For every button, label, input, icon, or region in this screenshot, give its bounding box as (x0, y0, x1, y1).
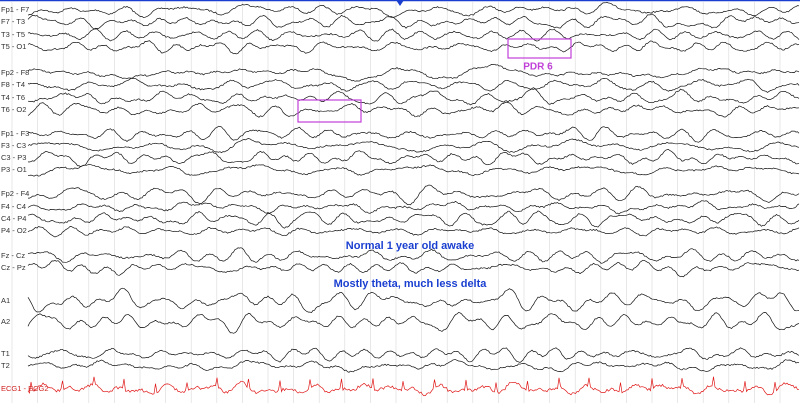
trace (27, 226, 800, 238)
time-grid (11, 2, 781, 403)
channel-label: Fp2 - F4 (1, 189, 29, 198)
trace (27, 63, 800, 82)
trace (27, 125, 800, 143)
pdr-box (297, 99, 362, 123)
trace (27, 200, 800, 215)
channel-label: A2 (1, 317, 10, 326)
trace (27, 247, 800, 264)
channel-label: F4 - C4 (1, 202, 26, 211)
annotation: Normal 1 year old awake (346, 240, 474, 252)
trace (27, 359, 800, 373)
channel-label: T2 (1, 361, 10, 370)
trace (27, 87, 800, 106)
channel-label: Fz - Cz (1, 251, 25, 260)
annotation: Mostly theta, much less delta (334, 278, 488, 290)
trace (27, 149, 800, 168)
channel-label: T5 - O1 (1, 42, 26, 51)
trace (27, 138, 800, 154)
channel-label: P3 - O1 (1, 165, 27, 174)
channel-label: Fp2 - F8 (1, 68, 29, 77)
trace (28, 184, 800, 206)
channel-label: A1 (1, 296, 10, 305)
trace (27, 164, 800, 177)
trace (27, 28, 800, 42)
channel-label: T6 - O2 (1, 105, 26, 114)
channel-label: F7 - T3 (1, 17, 25, 26)
channel-label: T3 - T5 (1, 30, 25, 39)
channel-label: Fp1 - F3 (1, 129, 29, 138)
channel-label: C4 - P4 (1, 214, 26, 223)
trace (27, 259, 800, 278)
channel-label: ECG1 - ECG2 (1, 384, 49, 393)
channel-label: Cz - Pz (1, 263, 26, 272)
trace (27, 210, 800, 229)
trace (27, 77, 800, 93)
channel-label: P4 - O2 (1, 226, 27, 235)
trace (27, 40, 800, 55)
channel-label: F8 - T4 (1, 80, 25, 89)
channel-label: C3 - P3 (1, 153, 26, 162)
trace (27, 312, 800, 334)
pdr-box (507, 38, 572, 59)
pdr-label: PDR 6 (523, 62, 553, 73)
channel-label: F3 - C3 (1, 141, 26, 150)
trace (27, 347, 800, 363)
trace (27, 101, 800, 118)
traces (27, 2, 800, 397)
channel-label: T4 - T6 (1, 93, 25, 102)
channel-label: Fp1 - F7 (1, 5, 29, 14)
channel-labels: Fp1 - F7 F7 - T3 T3 - T5 T5 - O1 Fp2 - F8 F8 … (1, 5, 49, 393)
trace (27, 2, 800, 18)
trace (27, 287, 800, 314)
trace (27, 13, 800, 30)
cursor-marker (396, 0, 404, 6)
trace (27, 376, 800, 397)
channel-label: T1 (1, 349, 10, 358)
